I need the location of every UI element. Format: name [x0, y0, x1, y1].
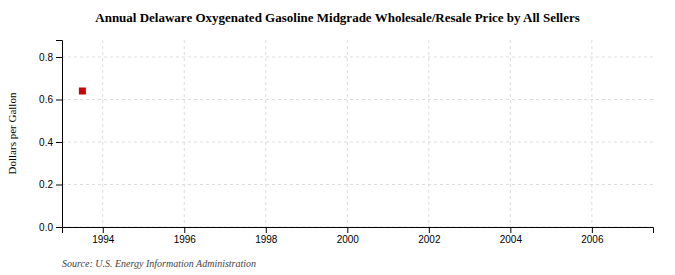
x-tick-label: 2004 [500, 234, 523, 245]
y-tick-label: 0.6 [39, 94, 53, 105]
x-axis-line [63, 228, 654, 234]
x-tick-mark [592, 227, 593, 233]
x-tick: 2004 [500, 227, 523, 245]
grid-line-y [62, 99, 653, 100]
x-tick-mark [429, 227, 430, 233]
x-tick-mark [347, 227, 348, 233]
x-tick: 2006 [581, 227, 604, 245]
x-tick: 2002 [418, 227, 441, 245]
title: Annual Delaware Oxygenated Gasoline Midg… [95, 10, 579, 25]
grid-line-y [62, 57, 653, 58]
x-tick-label: 1994 [92, 234, 115, 245]
x-tick-label: 2002 [418, 234, 441, 245]
y-tick-mark [56, 100, 62, 101]
x-tick: 1994 [92, 227, 115, 245]
x-tick-label: 1998 [255, 234, 278, 245]
grid-line-x [591, 40, 592, 227]
y-tick: 0.6 [39, 94, 62, 105]
x-tick: 1998 [255, 227, 278, 245]
grid-line-x [265, 40, 266, 227]
y-axis: 0.0 0.2 0.4 0.6 0.8 [39, 41, 62, 233]
x-tick-mark [510, 227, 511, 233]
x-tick-label: 2006 [581, 234, 604, 245]
y-tick-mark [56, 227, 62, 228]
x-tick-mark [266, 227, 267, 233]
grid-line-x [347, 40, 348, 227]
grid-line-x [102, 40, 103, 227]
chart: 1994 1996 1998 2000 2002 2004 2006 0.0 0.2 0.4 0.6… [0, 0, 675, 275]
y-tick: 0.4 [39, 137, 62, 148]
x-tick: 1996 [174, 227, 197, 245]
x-tick-mark [184, 227, 185, 233]
y-tick-label: 0.4 [39, 137, 53, 148]
y-axis-title: Dollars per Gallon [6, 92, 18, 174]
y-tick: 0.8 [39, 52, 62, 63]
grid-line-x [428, 40, 429, 227]
y-tick: 0.2 [39, 179, 62, 190]
y-tick-label: 0.2 [39, 179, 53, 190]
y-tick-mark [56, 57, 62, 58]
grid-line-y [62, 184, 653, 185]
y-tick-mark [56, 185, 62, 186]
grid-line-x [510, 40, 511, 227]
grid [62, 40, 653, 227]
plot-area: 1994 1996 1998 2000 2002 2004 2006 0.0 0.2 0.4 0.6… [39, 40, 653, 245]
x-tick-label: 1996 [174, 234, 197, 245]
y-tick-mark [56, 142, 62, 143]
x-tick: 2000 [337, 227, 360, 245]
point [79, 88, 86, 95]
y-tick-label: 0.0 [39, 222, 53, 233]
x-axis: 1994 1996 1998 2000 2002 2004 2006 [63, 227, 654, 245]
x-tick-mark [103, 227, 104, 233]
y-axis-line [56, 41, 63, 228]
points [79, 88, 86, 95]
y-tick-label: 0.8 [39, 52, 53, 63]
y-tick: 0.0 [39, 222, 62, 233]
grid-line-x [184, 40, 185, 227]
x-tick-label: 2000 [337, 234, 360, 245]
source: Source: U.S. Energy Information Administ… [62, 258, 256, 269]
grid-line-y [62, 142, 653, 143]
